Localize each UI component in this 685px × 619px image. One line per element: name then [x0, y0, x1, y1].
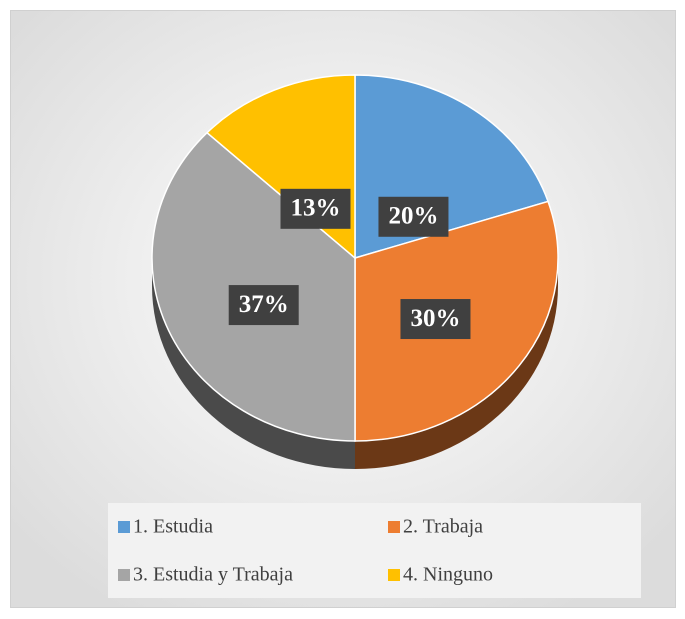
legend-label: 3. Estudia y Trabaja: [133, 564, 293, 586]
pie-sides: [152, 258, 558, 469]
legend-marker: [388, 569, 400, 581]
data-label-box: [378, 196, 449, 237]
data-label: 30%: [410, 305, 460, 332]
pie-side: [355, 258, 558, 469]
data-label: 13%: [290, 195, 340, 222]
legend-box: [108, 503, 641, 598]
legend-marker: [388, 521, 400, 533]
legend-label: 4. Ninguno: [403, 564, 493, 586]
data-labels: 20% 30% 37% 13%: [228, 188, 471, 340]
legend-label: 2. Trabaja: [403, 516, 483, 538]
data-label-box: [280, 188, 351, 229]
data-label: 37%: [239, 291, 289, 318]
legend-marker: [118, 521, 130, 533]
data-label-box: [228, 285, 299, 326]
pie-side: [152, 258, 355, 469]
legend-label: 1. Estudia: [133, 516, 213, 538]
data-label: 20%: [388, 203, 438, 230]
legend: 1. Estudia 2. Trabaja 3. Estudia y Trabaja…: [118, 516, 493, 586]
legend-marker: [118, 569, 130, 581]
data-label-box: [400, 299, 471, 340]
pie-tops: [151, 74, 559, 442]
